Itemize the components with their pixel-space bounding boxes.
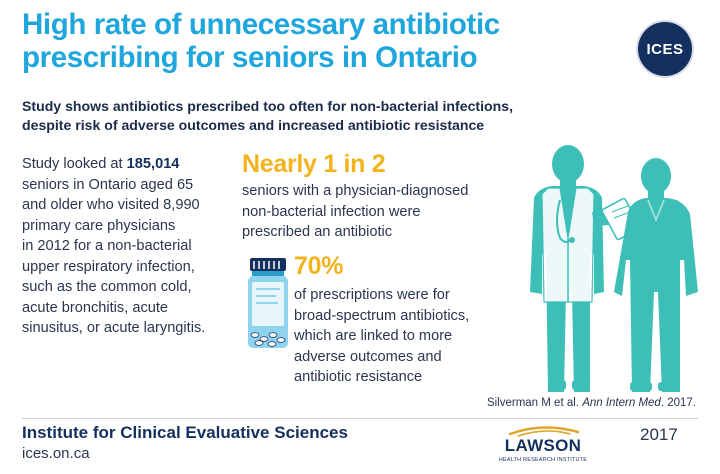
stat2-line-5: antibiotic resistance	[294, 369, 423, 385]
study-description: Study looked at 185,014 seniors in Ontar…	[22, 154, 242, 339]
title-line-2: prescribing for seniors in Ontario	[22, 41, 478, 74]
study-line-1: seniors in Ontario aged 65	[22, 176, 194, 193]
stat1-line-2: non-bacterial infection were	[242, 203, 421, 220]
doctor-and-patient-illustration	[530, 145, 698, 392]
study-line-5: upper respiratory infection,	[22, 258, 195, 275]
study-line-3: primary care physicians	[22, 217, 176, 234]
study-count: 185,014	[126, 156, 180, 172]
stat2-line-3: which are linked to more	[294, 328, 453, 344]
study-intro: Study looked at	[22, 156, 127, 172]
footer-org-name: Institute for Clinical Evaluative Scienc…	[22, 423, 348, 442]
lawson-swoosh-icon	[508, 426, 580, 437]
ices-logo: ICES	[638, 22, 692, 76]
lawson-logo: LAWSON HEALTH RESEARCH INSTITUTE	[498, 424, 588, 470]
stat2-line-1: of prescriptions were for	[294, 287, 450, 303]
subtitle-line-1: Study shows antibiotics prescribed too o…	[22, 98, 513, 114]
footer-divider	[22, 418, 698, 419]
title-line-1: High rate of unnecessary antibiotic	[22, 8, 500, 41]
citation-year: . 2017.	[660, 397, 696, 409]
stat1-line-1: seniors with a physician-diagnosed	[242, 183, 469, 199]
ices-logo-text: ICES	[646, 40, 684, 58]
stat-broad-spectrum-headline: 70%	[294, 252, 344, 280]
stat-broad-spectrum-text: of prescriptions were for broad-spectrum…	[294, 285, 534, 388]
footer-year: 2017	[640, 425, 678, 444]
study-line-2: and older who visited 8,990	[22, 197, 200, 213]
stat2-line-2: broad-spectrum antibiotics,	[294, 307, 470, 324]
footer-url-link[interactable]: ices.on.ca	[22, 445, 90, 462]
lawson-name: LAWSON	[504, 436, 582, 455]
infographic-title: High rate of unnecessary antibiotic pres…	[22, 8, 622, 74]
citation-journal: Ann Intern Med	[582, 397, 661, 409]
citation-authors: Silverman M et al.	[486, 397, 583, 409]
stat2-line-4: adverse outcomes and	[294, 348, 442, 365]
study-line-8: sinusitus, or acute laryngitis.	[22, 320, 206, 336]
study-line-4: in 2012 for a non-bacterial	[22, 238, 192, 254]
study-line-0: Study looked at 185,014	[22, 154, 242, 175]
stat1-line-3: prescribed an antibiotic	[242, 224, 393, 240]
stat-nearly-half-headline: Nearly 1 in 2	[242, 150, 386, 178]
citation: Silverman M et al. Ann Intern Med. 2017.	[470, 397, 696, 409]
doctor-figure	[530, 145, 641, 392]
patient-figure	[614, 158, 698, 392]
study-line-6: such as the common cold,	[22, 279, 192, 295]
pill-bottle-icon	[248, 258, 288, 348]
subtitle-line-2: despite risk of adverse outcomes and inc…	[22, 117, 485, 133]
stat-nearly-half-text: seniors with a physician-diagnosed non-b…	[242, 181, 482, 243]
lawson-tagline: HEALTH RESEARCH INSTITUTE	[498, 457, 588, 463]
subtitle: Study shows antibiotics prescribed too o…	[22, 97, 582, 135]
study-line-7: acute bronchitis, acute	[22, 299, 169, 316]
